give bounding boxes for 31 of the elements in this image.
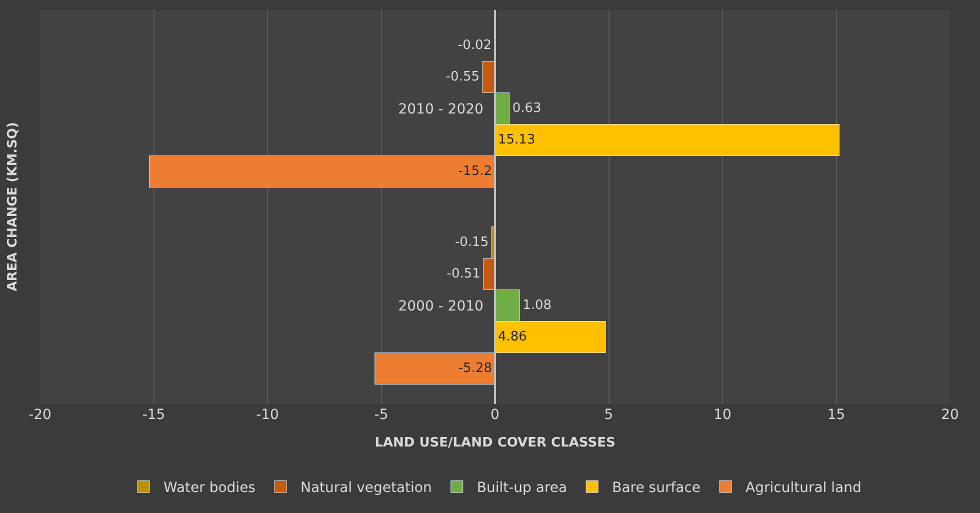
data-label: 0.63 — [512, 101, 542, 116]
x-tick-label: -10 — [256, 407, 279, 423]
y-tick-label: 2010 - 2020 — [398, 101, 484, 118]
x-tick-label: 15 — [827, 407, 846, 423]
bar — [482, 60, 496, 93]
legend-label: Bare surface — [612, 480, 701, 496]
legend-label: Agricultural land — [746, 480, 862, 496]
bar — [374, 352, 496, 385]
x-tick-label: -15 — [142, 407, 166, 423]
data-label: -0.55 — [446, 69, 480, 84]
data-label: 1.08 — [522, 298, 552, 313]
data-label: 15.13 — [498, 132, 536, 148]
bar — [148, 156, 496, 188]
x-tick-label: -20 — [28, 407, 52, 423]
y-axis-title: AREA CHANGE (KM.SQ) — [5, 122, 20, 292]
legend-label: Built-up area — [476, 480, 568, 496]
data-label: -5.28 — [458, 361, 492, 376]
legend-label: Natural vegetation — [300, 480, 432, 496]
x-tick-label: 0 — [490, 407, 500, 423]
data-label: -0.15 — [454, 234, 489, 250]
x-tick-label: 10 — [714, 407, 732, 423]
data-label: -0.51 — [446, 266, 480, 282]
x-tick-label: -5 — [374, 407, 388, 423]
x-tick-label: 20 — [941, 407, 959, 423]
x-axis-title: LAND USE/LAND COVER CLASSES — [374, 436, 616, 451]
y-tick-label: 2000 - 2010 — [398, 298, 484, 314]
data-label: 4.86 — [498, 330, 527, 345]
data-label: -0.02 — [458, 38, 492, 53]
x-tick-label: 5 — [604, 407, 614, 423]
legend-label: Water bodies — [164, 480, 256, 496]
data-label: -15.2 — [458, 164, 492, 180]
